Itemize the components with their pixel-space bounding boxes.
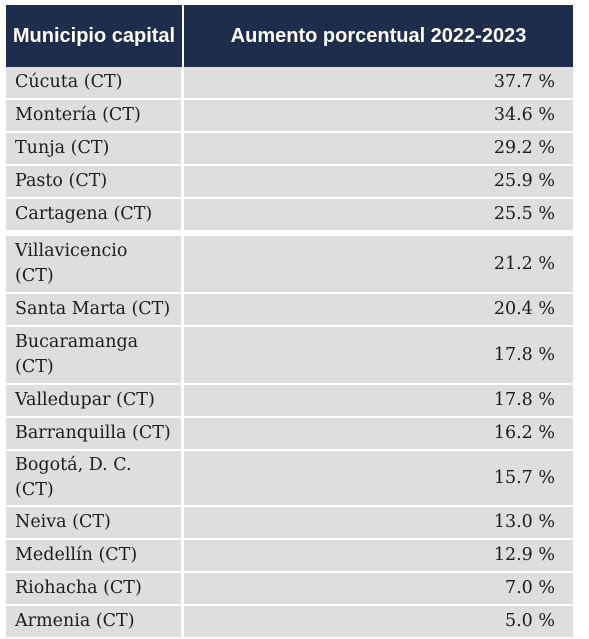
municipio-cell: Medellín (CT) — [6, 540, 184, 573]
table-row: Valledupar (CT) 17.8 % — [6, 385, 573, 418]
aumento-cell: 5.0 % — [184, 606, 573, 639]
table-row: Riohacha (CT) 7.0 % — [6, 573, 573, 606]
column-header-aumento: Aumento porcentual 2022-2023 — [184, 5, 573, 67]
municipio-cell: Villavicencio (CT) — [6, 232, 184, 294]
municipio-cell: Cartagena (CT) — [6, 199, 184, 232]
table-header: Municipio capital Aumento porcentual 202… — [6, 5, 573, 67]
table-row: Armenia (CT) 5.0 % — [6, 606, 573, 639]
table-row: Pasto (CT) 25.9 % — [6, 166, 573, 199]
municipio-cell: Valledupar (CT) — [6, 385, 184, 418]
table-body: Cúcuta (CT) 37.7 % Montería (CT) 34.6 % … — [6, 67, 573, 639]
aumento-cell: 21.2 % — [184, 232, 573, 294]
table-row: Cúcuta (CT) 37.7 % — [6, 67, 573, 100]
municipio-cell: Santa Marta (CT) — [6, 294, 184, 327]
column-header-municipio: Municipio capital — [6, 5, 184, 67]
header-row: Municipio capital Aumento porcentual 202… — [6, 5, 573, 67]
municipio-cell: Neiva (CT) — [6, 507, 184, 540]
aumento-cell: 16.2 % — [184, 418, 573, 451]
municipio-cell: Riohacha (CT) — [6, 573, 184, 606]
table-row: Tunja (CT) 29.2 % — [6, 133, 573, 166]
municipio-cell: Montería (CT) — [6, 100, 184, 133]
aumento-cell: 37.7 % — [184, 67, 573, 100]
table-row: Villavicencio (CT) 21.2 % — [6, 232, 573, 294]
table-row: Santa Marta (CT) 20.4 % — [6, 294, 573, 327]
municipio-cell: Pasto (CT) — [6, 166, 184, 199]
aumento-cell: 12.9 % — [184, 540, 573, 573]
aumento-cell: 20.4 % — [184, 294, 573, 327]
aumento-cell: 15.7 % — [184, 451, 573, 507]
table-row: Cartagena (CT) 25.5 % — [6, 199, 573, 232]
municipal-increase-table: Municipio capital Aumento porcentual 202… — [6, 5, 573, 639]
aumento-cell: 29.2 % — [184, 133, 573, 166]
aumento-cell: 17.8 % — [184, 385, 573, 418]
municipio-cell: Armenia (CT) — [6, 606, 184, 639]
municipio-cell: Bogotá, D. C. (CT) — [6, 451, 184, 507]
municipio-cell: Bucaramanga (CT) — [6, 327, 184, 385]
aumento-cell: 17.8 % — [184, 327, 573, 385]
municipio-cell: Barranquilla (CT) — [6, 418, 184, 451]
aumento-cell: 34.6 % — [184, 100, 573, 133]
table-row: Bogotá, D. C. (CT) 15.7 % — [6, 451, 573, 507]
municipio-cell: Cúcuta (CT) — [6, 67, 184, 100]
data-table-container: Municipio capital Aumento porcentual 202… — [6, 5, 573, 639]
table-row: Neiva (CT) 13.0 % — [6, 507, 573, 540]
aumento-cell: 7.0 % — [184, 573, 573, 606]
table-row: Bucaramanga (CT) 17.8 % — [6, 327, 573, 385]
table-row: Barranquilla (CT) 16.2 % — [6, 418, 573, 451]
aumento-cell: 25.9 % — [184, 166, 573, 199]
aumento-cell: 25.5 % — [184, 199, 573, 232]
table-row: Montería (CT) 34.6 % — [6, 100, 573, 133]
municipio-cell: Tunja (CT) — [6, 133, 184, 166]
aumento-cell: 13.0 % — [184, 507, 573, 540]
table-row: Medellín (CT) 12.9 % — [6, 540, 573, 573]
